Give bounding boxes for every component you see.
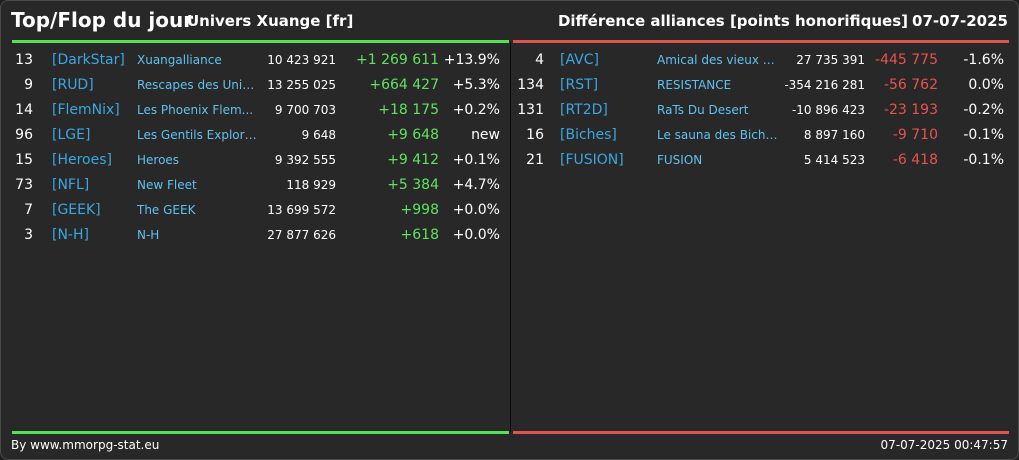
alliance-points: 27 877 626 xyxy=(267,228,336,242)
header-date: 07-07-2025 xyxy=(912,12,1008,30)
alliance-rank: 15 xyxy=(15,152,33,168)
points-difference: -23 193 xyxy=(883,102,938,118)
alliance-rank: 131 xyxy=(517,102,544,118)
alliance-tag[interactable]: [FUSION] xyxy=(560,152,624,168)
alliance-tag[interactable]: [RT2D] xyxy=(560,102,608,118)
points-difference: +9 412 xyxy=(387,152,439,168)
alliance-points: -354 216 281 xyxy=(784,78,865,92)
percent-change: new xyxy=(471,127,500,143)
alliance-rank: 96 xyxy=(15,127,33,143)
flop-row: 134 [RST] RESISTANCE -354 216 281 -56 762 0.0… xyxy=(1,73,1018,98)
top-row: 9 [RUD] Rescapes des Univ... 13 255 025 +664… xyxy=(1,73,1018,98)
alliance-tag[interactable]: [AVC] xyxy=(560,52,599,68)
alliance-points: 8 897 160 xyxy=(803,128,865,142)
top-separator-green xyxy=(12,40,509,43)
points-difference: -9 710 xyxy=(892,127,938,143)
alliance-rank: 21 xyxy=(526,152,544,168)
alliance-tag[interactable]: [LGE] xyxy=(52,127,91,143)
percent-change: +0.0% xyxy=(452,227,500,243)
flop-row: 4 [AVC] Amical des vieux con 27 735 391 -445… xyxy=(1,48,1018,73)
bottom-separator-green xyxy=(12,431,509,434)
percent-change: -0.1% xyxy=(963,127,1004,143)
flop-row: 131 [RT2D] RaTs Du Desert -10 896 423 -23 19… xyxy=(1,98,1018,123)
alliance-tag[interactable]: [FlemNix] xyxy=(52,102,120,118)
alliance-rank: 3 xyxy=(24,227,33,243)
alliance-points: 9 700 703 xyxy=(274,103,336,117)
alliance-tag[interactable]: [RUD] xyxy=(52,77,94,93)
alliance-rank: 4 xyxy=(535,52,544,68)
alliance-tag[interactable]: [GEEK] xyxy=(52,202,101,218)
points-difference: +1 269 611 xyxy=(356,52,439,68)
column-divider xyxy=(510,42,511,432)
alliance-points: 9 392 555 xyxy=(274,153,336,167)
top-row: 3 [N-H] N-H 27 877 626 +618 +0.0% xyxy=(1,223,1018,248)
universe-label: Univers Xuange [fr] xyxy=(187,12,354,30)
percent-change: -1.6% xyxy=(963,52,1004,68)
points-difference: -445 775 xyxy=(875,52,938,68)
percent-change: -0.2% xyxy=(963,102,1004,118)
alliance-points: 27 735 391 xyxy=(796,53,865,67)
percent-change: +4.7% xyxy=(452,177,500,193)
alliance-tag[interactable]: [Heroes] xyxy=(52,152,112,168)
alliance-points: 5 414 523 xyxy=(803,153,865,167)
top-row: 73 [NFL] New Fleet 118 929 +5 384 +4.7% xyxy=(1,173,1018,198)
points-difference: +18 175 xyxy=(378,102,439,118)
alliance-points: 13 699 572 xyxy=(267,203,336,217)
percent-change: 0.0% xyxy=(968,77,1004,93)
top-row: 96 [LGE] Les Gentils Explora... 9 648 +9 648… xyxy=(1,123,1018,148)
points-difference: +998 xyxy=(400,202,439,218)
top-row: 15 [Heroes] Heroes 9 392 555 +9 412 +0.1% xyxy=(1,148,1018,173)
alliance-rank: 16 xyxy=(526,127,544,143)
header: Top/Flop du jour Univers Xuange [fr] Dif… xyxy=(1,1,1018,41)
points-difference: +664 427 xyxy=(369,77,439,93)
percent-change: +0.2% xyxy=(452,102,500,118)
percent-change: +0.0% xyxy=(452,202,500,218)
points-difference: -6 418 xyxy=(892,152,938,168)
alliance-rank: 9 xyxy=(24,77,33,93)
top-row: 14 [FlemNix] Les Phoenix Flem... 9 700 703 +… xyxy=(1,98,1018,123)
alliance-tag[interactable]: [N-H] xyxy=(52,227,89,243)
flop-row: 21 [FUSION] FUSION 5 414 523 -6 418 -0.1% xyxy=(1,148,1018,173)
alliance-points: 9 648 xyxy=(301,128,336,142)
points-difference: +618 xyxy=(400,227,439,243)
alliance-points: -10 896 423 xyxy=(791,103,865,117)
alliance-rank: 73 xyxy=(15,177,33,193)
alliance-rank: 14 xyxy=(15,102,33,118)
alliance-tag[interactable]: [RST] xyxy=(560,77,599,93)
percent-change: +5.3% xyxy=(452,77,500,93)
source-link[interactable]: By www.mmorpg-stat.eu xyxy=(11,438,160,452)
top-row: 7 [GEEK] The GEEK 13 699 572 +998 +0.0% xyxy=(1,198,1018,223)
footer-timestamp: 07-07-2025 00:47:57 xyxy=(880,438,1008,452)
bottom-separator-red xyxy=(513,431,1009,434)
points-difference: -56 762 xyxy=(883,77,938,93)
percent-change: -0.1% xyxy=(963,152,1004,168)
points-difference: +9 648 xyxy=(387,127,439,143)
alliance-points: 13 255 025 xyxy=(267,78,336,92)
percent-change: +0.1% xyxy=(452,152,500,168)
category-label: Différence alliances [points honorifique… xyxy=(557,12,908,30)
alliance-tag[interactable]: [Biches] xyxy=(560,127,617,143)
alliance-tag[interactable]: [NFL] xyxy=(52,177,90,193)
flop-row: 16 [Biches] Le sauna des Biches 8 897 160 -9… xyxy=(1,123,1018,148)
page-title: Top/Flop du jour xyxy=(11,8,194,32)
top-separator-red xyxy=(513,40,1009,43)
alliance-tag[interactable]: [DarkStar] xyxy=(52,52,125,68)
alliance-points: 118 929 xyxy=(286,178,336,192)
alliance-points: 10 423 921 xyxy=(267,53,336,67)
top-row: 13 [DarkStar] Xuangalliance 10 423 921 +1 26… xyxy=(1,48,1018,73)
alliance-rank: 134 xyxy=(517,77,544,93)
percent-change: +13.9% xyxy=(443,52,500,68)
points-difference: +5 384 xyxy=(387,177,439,193)
alliance-rank: 7 xyxy=(24,202,33,218)
alliance-rank: 13 xyxy=(15,52,33,68)
